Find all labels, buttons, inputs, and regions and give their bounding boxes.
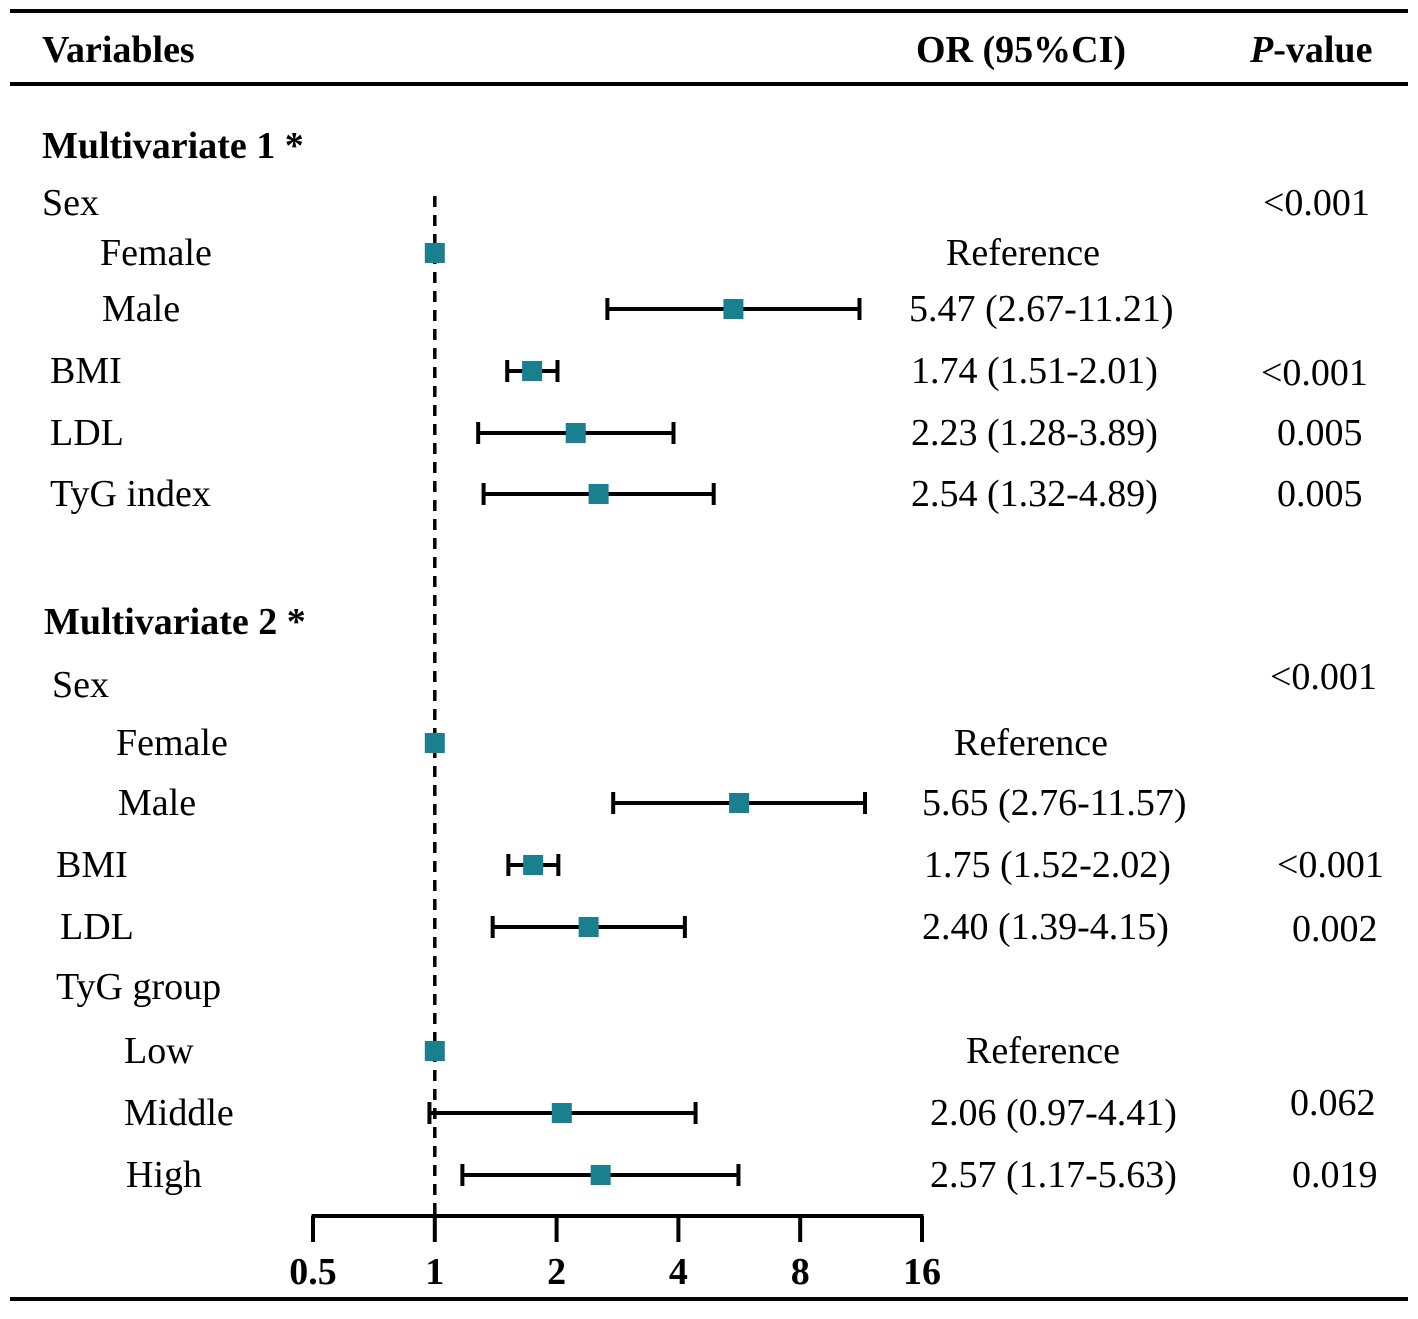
row-label: Male [102, 288, 181, 330]
section-title-multivariate-2: Multivariate 2 * [44, 601, 306, 643]
p-value-text: 0.019 [1292, 1154, 1378, 1196]
p-value-text: 0.005 [1277, 473, 1363, 515]
or-point-marker [588, 484, 609, 504]
or-ci-text: 2.40 (1.39-4.15) [922, 906, 1169, 948]
or-ci-text: 1.75 (1.52-2.02) [924, 844, 1171, 886]
section-title-multivariate-1: Multivariate 1 * [42, 125, 304, 167]
x-tick-label: 4 [669, 1251, 688, 1293]
header-p-suffix: -value [1273, 29, 1373, 71]
row-label: Middle [124, 1092, 234, 1134]
row-label: TyG group [56, 966, 222, 1008]
row-label: BMI [56, 844, 128, 886]
or-ci-text: 2.06 (0.97-4.41) [930, 1092, 1177, 1134]
p-value-text: <0.001 [1261, 352, 1368, 394]
x-tick-label: 0.5 [289, 1251, 337, 1293]
top-rule [10, 9, 1408, 13]
row-label: LDL [50, 412, 124, 454]
x-tick-label: 1 [425, 1251, 444, 1293]
or-point-marker [723, 299, 744, 319]
row-label: Sex [52, 664, 109, 706]
p-value-text: 0.005 [1277, 412, 1363, 454]
or-ci-text: 1.74 (1.51-2.01) [911, 350, 1158, 392]
or-point-marker [523, 855, 544, 875]
x-tick-label: 2 [547, 1251, 566, 1293]
row-label: Male [118, 782, 197, 824]
or-ci-text: 2.23 (1.28-3.89) [911, 412, 1158, 454]
or-point-marker [424, 243, 445, 263]
or-ci-text: 5.47 (2.67-11.21) [909, 288, 1174, 330]
x-tick-label: 16 [903, 1251, 941, 1293]
or-point-marker [729, 793, 750, 813]
or-point-marker [424, 733, 445, 753]
or-point-marker [565, 423, 586, 443]
row-label: Sex [42, 182, 99, 224]
row-label: High [126, 1154, 202, 1196]
header-rule [10, 82, 1408, 86]
or-ci-text: Reference [966, 1030, 1120, 1072]
row-label: Female [116, 722, 228, 764]
p-value-text: 0.062 [1290, 1082, 1376, 1124]
p-value-text: <0.001 [1270, 656, 1377, 698]
row-label: TyG index [50, 473, 211, 515]
or-point-marker [578, 917, 599, 937]
header-or-ci: OR (95%CI) [916, 29, 1127, 71]
x-tick-label: 8 [791, 1251, 810, 1293]
header-p-letter: P [1250, 29, 1274, 71]
or-point-marker [424, 1041, 445, 1061]
header-variables: Variables [42, 29, 195, 71]
header-p-value: P-value [1250, 28, 1372, 72]
row-label: BMI [50, 350, 122, 392]
or-point-marker [551, 1103, 572, 1123]
row-label: Low [124, 1030, 194, 1072]
p-value-text: 0.002 [1292, 908, 1378, 950]
or-ci-text: 2.54 (1.32-4.89) [911, 473, 1158, 515]
p-value-text: <0.001 [1263, 182, 1370, 224]
or-point-marker [590, 1165, 611, 1185]
row-label: LDL [60, 906, 134, 948]
bottom-rule [10, 1297, 1408, 1301]
row-label: Female [100, 232, 212, 274]
or-ci-text: Reference [946, 232, 1100, 274]
p-value-text: <0.001 [1277, 844, 1384, 886]
or-ci-text: 2.57 (1.17-5.63) [930, 1154, 1177, 1196]
or-ci-text: Reference [954, 722, 1108, 764]
or-ci-text: 5.65 (2.76-11.57) [922, 782, 1187, 824]
or-point-marker [522, 361, 543, 381]
